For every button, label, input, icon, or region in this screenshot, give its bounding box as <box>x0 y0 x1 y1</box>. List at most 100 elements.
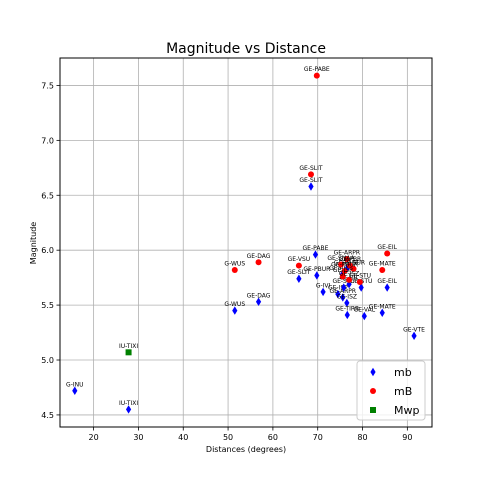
grid-layer <box>60 58 432 427</box>
point-label: G-WUS <box>224 301 245 308</box>
data-point-mB <box>346 276 353 283</box>
chart-title: Magnitude vs Distance <box>166 41 326 57</box>
y-tick-label: 6.5 <box>41 191 54 200</box>
point-label: GE-PABE <box>303 245 329 252</box>
data-point-mB <box>255 259 262 266</box>
data-point-Mwp <box>125 349 132 356</box>
point-label: GE-MATE <box>369 303 396 310</box>
legend-label: mb <box>394 366 412 379</box>
data-point-mb <box>411 331 417 341</box>
point-label: G-INU <box>66 381 83 388</box>
series-Mwp: IU-TIXI <box>119 343 138 356</box>
point-label: G-WUS <box>224 260 245 267</box>
data-point-mB <box>295 262 302 269</box>
x-tick-label: 80 <box>357 433 367 442</box>
data-point-mB <box>339 273 346 280</box>
x-tick-label: 60 <box>268 433 278 442</box>
legend: mb mB Mwp <box>356 360 426 421</box>
point-label: GE-ISZ <box>339 270 359 277</box>
point-label: GE-STU <box>332 278 354 285</box>
plot-frame <box>59 57 433 428</box>
point-label: GE-ISP <box>333 267 353 274</box>
point-label: IU-TIXI <box>119 343 138 350</box>
y-tick-label: 6.0 <box>41 246 54 255</box>
data-point-mB <box>356 279 363 286</box>
data-point-mB <box>379 266 386 273</box>
point-label: GE-ARPR <box>334 249 361 256</box>
data-point-mb <box>296 274 302 283</box>
data-point-mb <box>384 283 390 292</box>
point-label: GE-VTE <box>403 326 425 333</box>
data-point-mB <box>343 255 350 262</box>
data-point-mB <box>384 250 391 257</box>
data-point-mB <box>350 265 357 272</box>
x-tick-label: 90 <box>402 433 412 442</box>
ticks-layer: 20 30 40 50 60 70 80 90 4.5 5.0 5.5 6.0 6.5 7.0 7.5 <box>41 81 412 442</box>
data-point-mb <box>358 283 364 292</box>
point-label: GE-VSU <box>288 256 311 263</box>
x-axis-label: Distances (degrees) <box>206 445 286 454</box>
point-label: GE-MATE <box>369 260 396 267</box>
point-label: GE-DAG <box>247 253 271 260</box>
series-mB: GE-PABEGE-SLITGE-DAGG-WUSGE-VSUGE-ARPRGE… <box>224 66 398 286</box>
point-label: GE-SUR <box>342 259 365 266</box>
legend-marker-mb <box>370 367 376 377</box>
y-tick-label: 4.5 <box>41 411 54 420</box>
data-point-mb <box>314 271 320 280</box>
data-point-mb <box>335 289 341 299</box>
data-point-mb <box>344 298 350 308</box>
data-point-mb <box>344 310 350 320</box>
point-label: G-IVI <box>316 282 331 289</box>
data-point-mb <box>320 287 326 297</box>
legend-marker-mB <box>370 388 376 394</box>
point-label: GE-PBUR <box>303 266 330 273</box>
x-tick-label: 70 <box>313 433 323 442</box>
point-label: GE-SLIT <box>287 269 311 276</box>
x-tick-label: 40 <box>178 433 188 442</box>
y-tick-label: 5.5 <box>41 301 54 310</box>
point-label: GE-STU <box>349 273 371 280</box>
data-point-mB <box>307 171 314 178</box>
point-label: GE-TIRR <box>335 305 359 312</box>
legend-marker-Mwp <box>370 407 376 413</box>
point-label: GE-PABE <box>334 259 360 266</box>
data-point-mb <box>340 293 346 302</box>
point-label: GE-ISZ <box>337 293 357 300</box>
point-label: GE-PBUR <box>331 262 358 269</box>
data-point-mB <box>231 266 238 273</box>
point-label: GE-SNAA <box>327 255 355 262</box>
point-label: GE-ARPR <box>330 288 357 295</box>
point-label: GE-PBR <box>339 256 362 263</box>
point-label: GE-SLIT <box>299 177 323 184</box>
points-layer: GE-PABEGE-SLITG-WUSGE-DAGGE-SLITGE-PBURG… <box>66 66 425 414</box>
y-axis-label: Magnitude <box>29 222 38 264</box>
data-point-mb <box>232 306 238 315</box>
data-point-mb <box>72 386 78 395</box>
point-label: GE-SLIT <box>299 165 323 172</box>
point-label: GE-EIL <box>377 278 397 285</box>
point-label: GE-VAL <box>354 307 376 314</box>
legend-label: mB <box>394 385 412 398</box>
data-point-mB <box>313 72 320 79</box>
y-tick-label: 5.0 <box>41 356 54 365</box>
legend-items: mb mB Mwp <box>370 366 419 417</box>
point-label: GE-ISP <box>328 285 348 292</box>
point-label: GE-EIL <box>377 244 397 251</box>
data-point-mb <box>361 311 367 321</box>
point-label: GE-ARPR <box>329 265 356 272</box>
x-tick-label: 20 <box>89 433 99 442</box>
y-tick-label: 7.5 <box>41 81 54 90</box>
y-tick-label: 7.0 <box>41 136 54 145</box>
point-label: GE-DAG <box>247 292 271 299</box>
legend-box <box>356 360 426 421</box>
data-point-mb <box>379 308 385 317</box>
point-label: GE-PABE <box>304 66 330 73</box>
x-tick-label: 30 <box>133 433 143 442</box>
x-tick-label: 50 <box>223 433 233 442</box>
data-point-mb <box>255 297 262 307</box>
data-point-mb <box>341 283 347 292</box>
data-point-mB <box>338 261 345 268</box>
point-label: IU-TIXI <box>119 400 138 407</box>
